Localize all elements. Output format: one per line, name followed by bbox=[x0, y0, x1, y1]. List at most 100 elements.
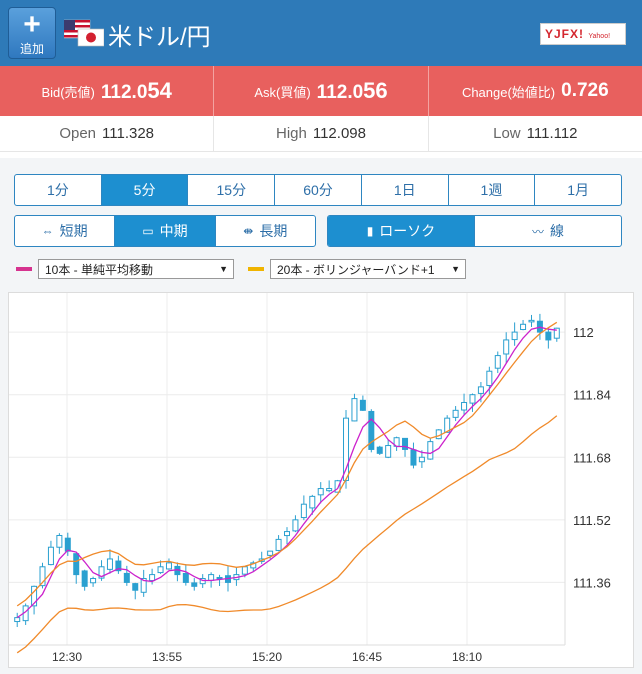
candle-body bbox=[73, 553, 80, 576]
candle-body bbox=[39, 566, 46, 587]
candle-body bbox=[418, 456, 425, 463]
ask-value: 112.056 bbox=[317, 78, 388, 104]
tab-range-short-label: 短期 bbox=[59, 223, 88, 239]
ma-select[interactable]: 10本 - 単純平均移動 ▼ bbox=[38, 259, 234, 279]
add-button[interactable]: + 追加 bbox=[8, 7, 56, 59]
bid-quote[interactable]: Bid(売値) 112.054 bbox=[0, 66, 215, 116]
tab-chart-line-label: 線 bbox=[550, 223, 564, 239]
candle-body bbox=[149, 574, 156, 582]
candle-body bbox=[410, 449, 417, 466]
candle-body bbox=[292, 519, 299, 532]
candle-body bbox=[81, 570, 88, 587]
candle-body bbox=[284, 531, 290, 537]
us-japan-flags-icon bbox=[64, 19, 104, 47]
ma-line bbox=[16, 326, 557, 619]
short-range-icon: ⇔ bbox=[41, 224, 54, 238]
candle-body bbox=[528, 319, 535, 323]
tab-chart-line[interactable]: 〰線 bbox=[475, 216, 621, 246]
candle-body bbox=[191, 582, 198, 587]
bollinger-select[interactable]: 20本 - ボリンジャーバンド+1 ▼ bbox=[270, 259, 466, 279]
x-tick-label: 12:30 bbox=[52, 650, 82, 664]
open-value: 111.328 bbox=[102, 125, 155, 142]
tab-chart-candlestick[interactable]: ▮ ローソク bbox=[328, 216, 475, 246]
tab-timeframe-5min[interactable]: 5分 bbox=[101, 175, 189, 205]
bollinger-lower-line bbox=[16, 415, 558, 654]
tab-timeframe-1day[interactable]: 1日 bbox=[362, 175, 449, 205]
x-tick-label: 16:45 bbox=[352, 650, 382, 664]
tab-range-mid[interactable]: ▭ 中期 bbox=[115, 216, 216, 246]
bid-label: Bid(売値) bbox=[41, 84, 95, 100]
price-chart[interactable]: 112 111.84 111.68 111.52 111.36 12:30 13:55 15:… bbox=[8, 292, 634, 668]
tab-range-mid-label: 中期 bbox=[159, 223, 188, 239]
add-button-label: 追加 bbox=[19, 42, 44, 56]
high-label: High bbox=[276, 125, 307, 142]
bid-value-suffix: 54 bbox=[147, 78, 172, 103]
candle-body bbox=[250, 562, 257, 569]
pair-title: 米ドル/円 bbox=[108, 24, 211, 51]
candle-body bbox=[469, 394, 476, 404]
candle-body bbox=[267, 550, 274, 556]
candle-body bbox=[31, 585, 38, 607]
chevron-down-icon: ▼ bbox=[219, 264, 228, 274]
candle-body bbox=[351, 398, 358, 422]
candle-body bbox=[359, 399, 366, 411]
candle-body bbox=[106, 558, 113, 570]
chart-type-selector: ▮ ローソク 〰線 bbox=[327, 215, 622, 247]
candle-body bbox=[444, 417, 451, 433]
line-chart-icon: 〰 bbox=[531, 224, 544, 239]
candlestick-icon: ▮ bbox=[366, 224, 374, 238]
ask-value-prefix: 112.0 bbox=[316, 82, 364, 103]
indicator-bollinger: 20本 - ボリンジャーバンド+1 ▼ bbox=[248, 258, 466, 280]
tab-timeframe-1month[interactable]: 1月 bbox=[567, 182, 590, 198]
ma-swatch bbox=[16, 267, 32, 271]
logo-text: YJFX! bbox=[545, 27, 585, 41]
change-value: 0.726 bbox=[561, 80, 609, 101]
tab-timeframe-1week[interactable]: 1週 bbox=[449, 175, 536, 205]
candle-body bbox=[376, 446, 383, 454]
range-selector: ⇔ 短期 ▭ 中期 ⇼ 長期 bbox=[14, 215, 316, 247]
ask-quote[interactable]: Ask(買値) 112.056 bbox=[214, 66, 429, 116]
candle-body bbox=[317, 488, 324, 496]
candle-body bbox=[98, 566, 105, 579]
high-stat: High 112.098 bbox=[214, 116, 429, 151]
candle-body bbox=[90, 578, 97, 584]
candle-body bbox=[241, 566, 248, 575]
tab-timeframe-60min[interactable]: 60分 bbox=[275, 175, 362, 205]
y-tick-label: 112 bbox=[573, 325, 594, 340]
tab-chart-candlestick-label: ローソク bbox=[379, 223, 436, 239]
candle-body bbox=[402, 437, 409, 450]
candle-body bbox=[427, 441, 434, 460]
quote-bar: Bid(売値) 112.054 Ask(買値) 112.056 Change(始… bbox=[0, 66, 642, 116]
candle-body bbox=[452, 409, 459, 418]
tab-range-long[interactable]: ⇼ 長期 bbox=[216, 216, 315, 246]
candle-body bbox=[461, 402, 468, 411]
tab-timeframe-15min[interactable]: 15分 bbox=[188, 175, 276, 205]
x-tick-label: 15:20 bbox=[252, 650, 282, 664]
low-label: Low bbox=[493, 125, 521, 142]
candle-body bbox=[494, 355, 501, 369]
candle-body bbox=[511, 331, 518, 341]
tab-timeframe-1min[interactable]: 1分 bbox=[15, 175, 102, 205]
candle-body bbox=[165, 562, 172, 570]
open-label: Open bbox=[59, 125, 97, 142]
timeframe-selector: 1分 5分 15分 60分 1日 1週 1月 bbox=[14, 174, 622, 206]
ma-select-value: 10本 - 単純平均移動 bbox=[45, 262, 154, 277]
candle-body bbox=[486, 370, 493, 386]
ask-label: Ask(買値) bbox=[254, 84, 311, 100]
yjfx-logo: YJFX! Yahoo! bbox=[540, 23, 626, 45]
bollinger-upper-line bbox=[16, 321, 558, 607]
candle-body bbox=[208, 574, 215, 581]
ask-value-suffix: 56 bbox=[363, 78, 388, 103]
candle-body bbox=[300, 503, 307, 519]
bollinger-select-value: 20本 - ボリンジャーバンド+1 bbox=[277, 262, 435, 277]
candle-body bbox=[275, 538, 282, 551]
candle-body bbox=[123, 572, 130, 583]
tab-range-short[interactable]: ⇔ 短期 bbox=[15, 216, 116, 246]
change-quote: Change(始値比) 0.726 bbox=[429, 66, 642, 116]
candle-body bbox=[47, 546, 54, 566]
indicator-ma: 10本 - 単純平均移動 ▼ bbox=[16, 258, 234, 280]
chevron-down-icon: ▼ bbox=[451, 264, 460, 274]
logo-sub: Yahoo! bbox=[588, 33, 611, 40]
open-stat: Open 111.328 bbox=[0, 116, 215, 151]
candle-body bbox=[14, 617, 21, 623]
